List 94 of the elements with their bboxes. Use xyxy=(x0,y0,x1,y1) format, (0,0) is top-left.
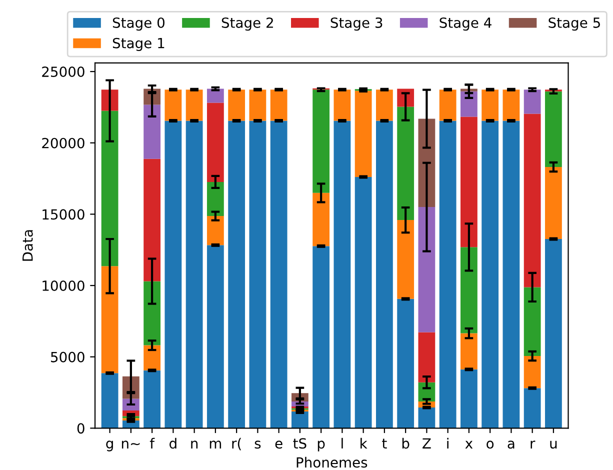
bar xyxy=(524,114,541,288)
bar xyxy=(228,120,246,428)
bar xyxy=(354,176,372,428)
y-tick-label: 0 xyxy=(77,423,84,434)
bar xyxy=(460,247,478,334)
bar xyxy=(545,239,562,428)
bar xyxy=(460,91,478,117)
bar xyxy=(101,373,118,428)
bar xyxy=(144,281,161,346)
bar xyxy=(460,116,478,248)
y-tick-label: 5000 xyxy=(51,352,84,362)
x-tick-label: l xyxy=(342,438,343,448)
bar xyxy=(482,120,499,428)
legend-label: Stage 1 xyxy=(112,38,164,52)
bar xyxy=(397,298,414,428)
bar xyxy=(206,216,224,246)
x-tick-label: r xyxy=(530,440,536,448)
legend-label: Stage 5 xyxy=(548,17,600,31)
bar xyxy=(101,110,118,266)
y-tick-label: 25000 xyxy=(42,66,84,78)
x-tick-label: o xyxy=(486,440,494,449)
bar xyxy=(206,245,224,428)
x-tick-label: r( xyxy=(232,438,242,450)
bar xyxy=(270,120,288,428)
bar xyxy=(545,166,562,240)
x-tick-label: x xyxy=(465,440,473,448)
y-tick-label: 10000 xyxy=(42,280,84,291)
x-tick-label: e xyxy=(275,440,282,449)
legend-label: Stage 4 xyxy=(440,17,492,31)
y-axis-title: Data xyxy=(22,230,33,261)
bar xyxy=(439,120,456,428)
bar xyxy=(418,407,436,428)
bar xyxy=(249,120,266,428)
bar xyxy=(249,90,266,121)
bar xyxy=(164,120,182,428)
bar xyxy=(334,90,351,121)
bar xyxy=(186,120,203,428)
x-tick-label: s xyxy=(254,440,261,449)
x-tick-label: d xyxy=(170,438,176,449)
x-tick-label: i xyxy=(447,438,448,448)
y-tick-label: 20000 xyxy=(42,138,84,148)
x-tick-label: a xyxy=(508,440,514,449)
bar xyxy=(334,120,351,428)
bar xyxy=(206,88,224,103)
bar xyxy=(144,158,161,282)
x-tick-label: Z xyxy=(422,438,431,448)
bar xyxy=(545,91,562,167)
x-tick-label: p xyxy=(318,440,325,452)
bar xyxy=(418,207,436,332)
bar xyxy=(144,104,161,159)
bar xyxy=(524,388,541,428)
bar xyxy=(228,90,246,121)
bar xyxy=(206,182,224,216)
bar xyxy=(482,90,499,121)
bar xyxy=(376,120,393,428)
bar xyxy=(312,90,330,193)
bar xyxy=(418,332,436,382)
bar xyxy=(439,90,456,121)
bar xyxy=(354,90,372,177)
x-tick-label: t xyxy=(382,438,387,448)
bar xyxy=(460,333,478,370)
x-tick-label: n~ xyxy=(122,440,140,448)
x-tick-label: b xyxy=(402,438,410,449)
bar xyxy=(312,246,330,428)
bar xyxy=(186,90,203,121)
legend-label: Stage 0 xyxy=(112,17,164,31)
bar xyxy=(502,90,520,121)
bar xyxy=(291,411,308,428)
x-tick-label: n xyxy=(191,440,198,448)
x-tick-label: k xyxy=(360,438,368,448)
bar xyxy=(376,90,393,121)
bar xyxy=(144,370,161,428)
bar xyxy=(460,369,478,428)
legend-label: Stage 3 xyxy=(330,17,382,31)
bar xyxy=(524,287,541,356)
bar xyxy=(270,90,288,121)
x-tick-label: tS xyxy=(293,438,306,449)
bar xyxy=(164,90,182,121)
bar xyxy=(524,356,541,388)
x-axis-title: Phonemes xyxy=(296,456,368,468)
bar xyxy=(502,120,520,428)
bar xyxy=(144,345,161,370)
bar xyxy=(206,102,224,182)
bar xyxy=(312,192,330,246)
x-tick-label: m xyxy=(210,440,222,448)
bar xyxy=(524,90,541,114)
bar xyxy=(397,106,414,220)
bar xyxy=(397,220,414,299)
y-tick-label: 15000 xyxy=(42,209,84,220)
legend-label: Stage 2 xyxy=(222,17,273,31)
x-tick-label: f xyxy=(150,438,155,448)
x-tick-label: g xyxy=(106,440,113,452)
bar xyxy=(101,266,118,374)
x-tick-label: u xyxy=(550,440,557,449)
